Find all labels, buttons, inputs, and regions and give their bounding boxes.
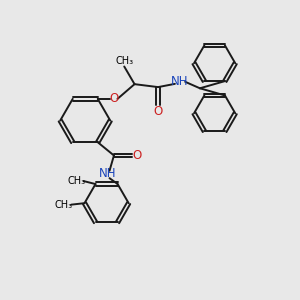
Text: O: O — [133, 149, 142, 162]
Text: NH: NH — [170, 75, 188, 88]
Text: NH: NH — [99, 167, 117, 180]
Text: O: O — [154, 105, 163, 118]
Text: CH₃: CH₃ — [67, 176, 86, 186]
Text: O: O — [109, 92, 119, 105]
Text: CH₃: CH₃ — [115, 56, 133, 66]
Text: CH₃: CH₃ — [55, 200, 73, 210]
